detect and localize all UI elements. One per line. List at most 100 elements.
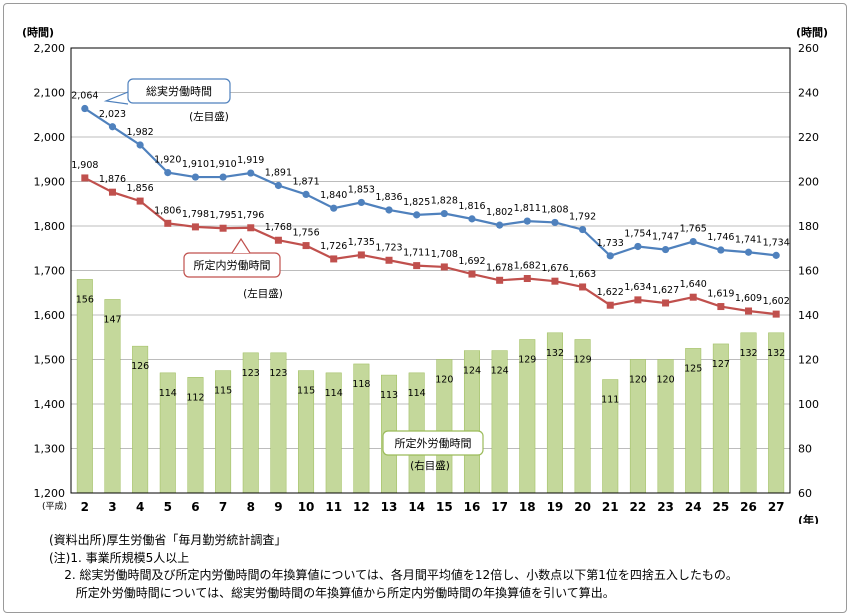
right-axis-unit: (時間) (796, 25, 828, 39)
series-point (247, 224, 255, 232)
x-tick-label: 6 (191, 500, 199, 514)
bar-value-label: 129 (518, 354, 536, 365)
series-point (551, 218, 559, 227)
series-point (191, 223, 199, 231)
series-point (634, 242, 642, 251)
bar-value-label: 123 (269, 368, 287, 379)
point-value-label: 1,754 (624, 228, 651, 239)
point-value-label: 1,796 (237, 210, 264, 221)
x-tick-label: 16 (464, 500, 481, 514)
series-point (689, 293, 697, 301)
series-point (274, 181, 283, 190)
bar-value-label: 120 (435, 375, 453, 386)
x-unit-label: (年) (798, 513, 819, 524)
x-tick-label: 19 (547, 500, 564, 514)
callout-pointer (231, 237, 251, 254)
gridlines (71, 92, 790, 449)
point-value-label: 2,064 (71, 91, 98, 102)
series-callout-box (382, 430, 484, 456)
x-tick-label: 23 (657, 500, 674, 514)
bar-value-label: 114 (408, 388, 426, 399)
series-point (440, 263, 448, 271)
right-tick-label: 120 (798, 354, 819, 367)
note-2: 2. 総実労働時間及び所定内労働時間の年換算値については、各月間平均値を12倍し… (49, 568, 738, 582)
point-value-label: 1,871 (292, 176, 319, 187)
x-tick-label: 15 (436, 500, 453, 514)
left-tick-label: 2,000 (34, 131, 66, 144)
left-tick-label: 1,800 (34, 220, 66, 233)
bar-value-label: 132 (546, 348, 564, 359)
series-point (689, 237, 697, 246)
series-point (302, 190, 310, 199)
left-tick-label: 1,300 (34, 443, 66, 456)
series-point (81, 174, 89, 182)
bar-value-label: 156 (76, 294, 94, 305)
series-axis-note: (右目盛) (410, 459, 450, 472)
bar-value-label: 124 (463, 366, 481, 377)
series-point (745, 307, 753, 315)
x-tick-label: 11 (325, 500, 342, 514)
series-point (717, 303, 725, 311)
point-value-label: 1,756 (292, 228, 319, 239)
right-tick-label: 220 (798, 131, 819, 144)
series-point (81, 104, 89, 113)
point-value-label: 1,828 (431, 196, 458, 207)
point-value-label: 1,602 (763, 296, 790, 307)
bar-value-label: 147 (103, 314, 121, 325)
point-value-label: 1,640 (680, 279, 707, 290)
series-point (744, 248, 753, 256)
callout-pointer (103, 91, 129, 105)
point-value-label: 1,853 (348, 184, 375, 195)
x-tick-label: 3 (108, 500, 116, 514)
point-value-label: 1,711 (403, 248, 430, 259)
left-tick-label: 1,900 (34, 176, 66, 189)
point-value-label: 1,876 (99, 174, 126, 185)
series-point (247, 169, 255, 177)
series-point (413, 211, 421, 219)
x-tick-label: 13 (381, 500, 398, 514)
bar-value-label: 132 (739, 348, 757, 359)
plot-border (70, 47, 791, 494)
series-axis-note: (左目盛) (189, 110, 229, 123)
right-tick-label: 100 (798, 398, 819, 411)
bar-value-label: 120 (629, 375, 647, 386)
point-value-label: 1,735 (348, 237, 375, 248)
right-tick-label: 180 (798, 220, 819, 233)
x-tick-label: 12 (353, 500, 370, 514)
series-point (496, 221, 504, 229)
series-point (219, 224, 227, 232)
point-value-label: 1,682 (514, 261, 541, 272)
series-line (84, 176, 777, 316)
bar-value-label: 113 (380, 390, 398, 401)
point-value-label: 1,765 (680, 224, 707, 235)
series-name-label: 所定内労働時間 (194, 258, 271, 272)
series-point (662, 299, 670, 307)
point-value-label: 1,891 (265, 168, 292, 179)
series-point (108, 123, 117, 131)
series-point (357, 198, 365, 207)
point-value-label: 1,982 (127, 127, 154, 138)
point-value-label: 1,910 (182, 159, 209, 170)
bar-value-label: 124 (491, 366, 509, 377)
series-point (164, 169, 172, 177)
series-point (330, 255, 338, 263)
point-value-label: 1,741 (735, 234, 762, 245)
point-value-label: 1,663 (569, 269, 596, 280)
point-value-label: 1,747 (652, 232, 679, 243)
point-value-label: 1,836 (375, 192, 402, 203)
left-tick-label: 1,400 (34, 398, 66, 411)
bar-value-label: 127 (712, 359, 730, 370)
point-value-label: 1,919 (237, 155, 264, 166)
point-value-label: 1,802 (486, 207, 513, 218)
point-value-label: 1,840 (320, 190, 347, 201)
bar-value-label: 115 (297, 386, 315, 397)
point-value-label: 1,920 (154, 155, 181, 166)
right-tick-label: 260 (798, 42, 819, 55)
series-point (579, 283, 587, 291)
bar-value-label: 123 (242, 368, 260, 379)
x-tick-label: 9 (274, 500, 282, 514)
x-tick-label: 21 (602, 500, 619, 514)
x-tick-label: 20 (574, 500, 591, 514)
note-source: (資料出所)厚生労働省「毎月勤労統計調査」 (49, 533, 287, 547)
point-value-label: 1,910 (209, 159, 236, 170)
